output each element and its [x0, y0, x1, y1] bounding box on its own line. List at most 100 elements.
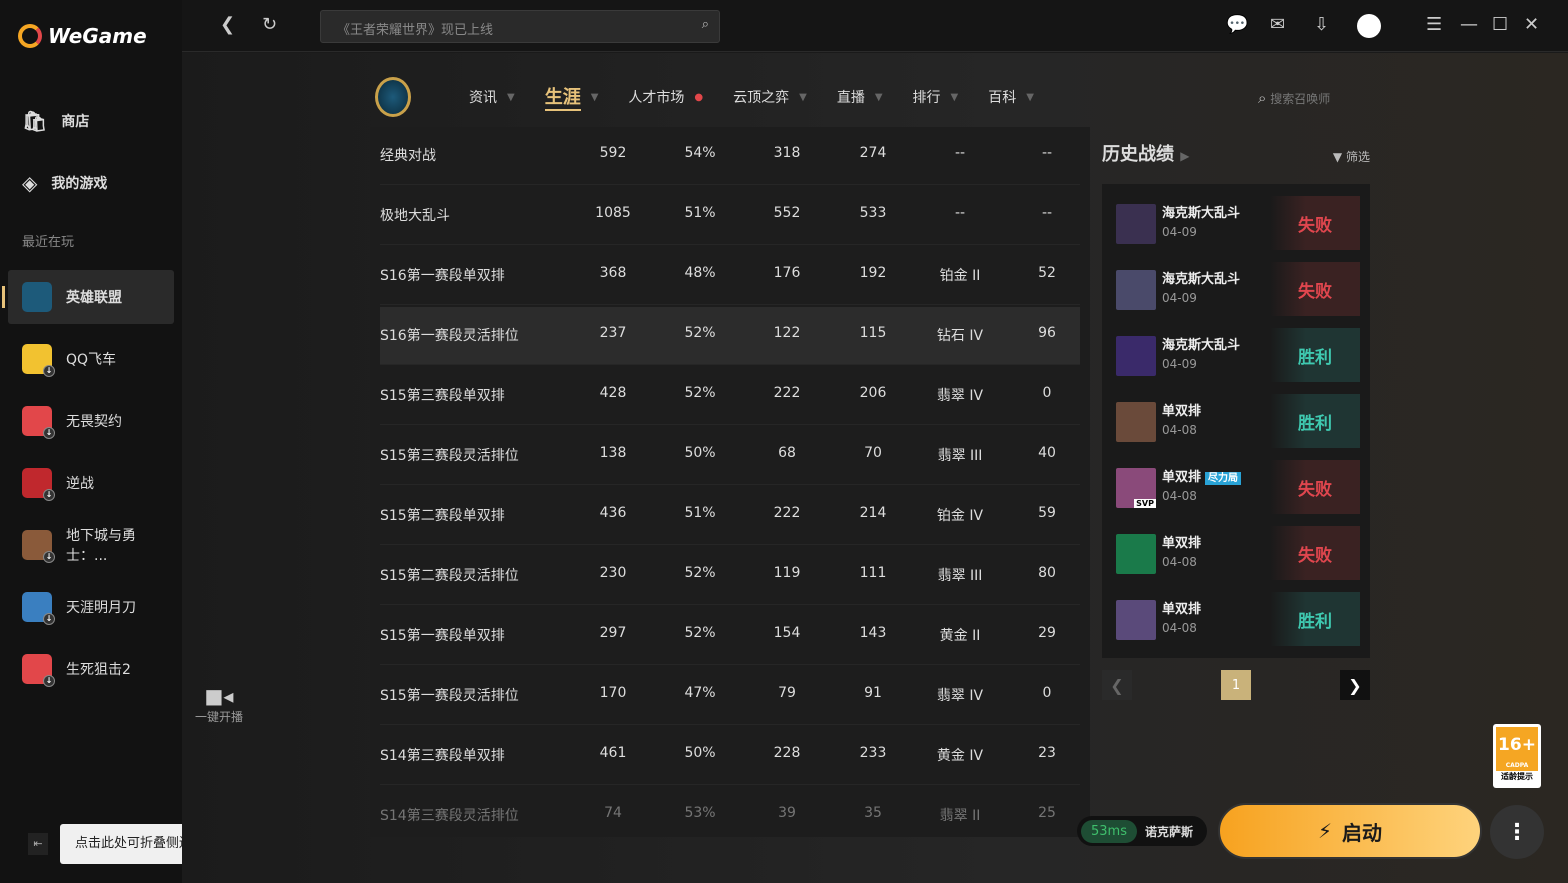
notification-dot: ● — [694, 91, 704, 103]
lol-logo[interactable] — [375, 77, 411, 117]
table-row[interactable]: S15第二赛段单双排 436 51% 222 214 铂金 IV 59 — [380, 487, 1080, 545]
nav-tab[interactable]: 直播 ▼ — [836, 90, 883, 106]
prev-page-button[interactable]: ❮ — [1102, 670, 1132, 700]
table-cell: -- — [1041, 145, 1053, 161]
lol-nav: 资讯 ▼ 生涯 ▼ 人才市场 ● 云顶之弈 ▼ 直播 ▼ 排行 ▼ 百科 ▼ — [375, 74, 1064, 120]
game-icon: ↓ — [22, 406, 55, 439]
sidebar-game-item[interactable]: ↓ QQ飞车 — [8, 332, 174, 386]
back-icon[interactable]: ❮ — [220, 14, 236, 35]
summoner-search[interactable]: ⌕ 搜索召唤师 — [1258, 89, 1331, 107]
more-options-button[interactable]: ⋮ — [1490, 805, 1544, 859]
maximize-icon[interactable]: ☐ — [1492, 14, 1509, 35]
caret-down-icon: ▼ — [950, 91, 959, 103]
game-icon: ↓ — [22, 654, 55, 687]
champion-avatar: SVP — [1116, 468, 1156, 508]
match-item[interactable]: 单双排 04-08 失败 — [1116, 526, 1360, 580]
table-cell: 39 — [778, 805, 796, 821]
menu-icon[interactable]: ☰ — [1426, 14, 1443, 35]
minimize-icon[interactable]: — — [1460, 14, 1478, 35]
match-item[interactable]: 单双排 04-08 胜利 — [1116, 394, 1360, 448]
user-avatar[interactable] — [1357, 14, 1381, 38]
sidebar-game-item[interactable]: ↓ 生死狙击2 — [8, 642, 174, 696]
sidebar-game-item[interactable]: ↓ 逆战 — [8, 456, 174, 510]
table-cell: 122 — [773, 325, 801, 341]
caret-down-icon: ▼ — [590, 91, 599, 103]
table-cell: 翡翠 III — [937, 448, 983, 464]
sidebar-game-item[interactable]: ↓ 无畏契约 — [8, 394, 174, 448]
one-click-stream-button[interactable]: ■◂ 一键开播 — [192, 684, 246, 725]
shop-bag-icon: 🛍 — [22, 109, 48, 133]
nav-tab[interactable]: 云顶之弈 ▼ — [733, 90, 807, 106]
table-cell: 0 — [1042, 385, 1052, 401]
match-list: 海克斯大乱斗 04-09 失败 海克斯大乱斗 04-09 失败 海克斯大乱斗 0… — [1102, 184, 1370, 658]
server-select[interactable]: 53ms 诺克萨斯 — [1077, 816, 1207, 846]
match-item[interactable]: 海克斯大乱斗 04-09 失败 — [1116, 262, 1360, 316]
table-cell: 233 — [859, 745, 887, 761]
nav-tab[interactable]: 人才市场 ● — [628, 90, 704, 106]
close-icon[interactable]: ✕ — [1524, 14, 1540, 35]
table-row[interactable]: S15第一赛段灵活排位 170 47% 79 91 翡翠 IV 0 — [380, 667, 1080, 725]
table-cell: 50% — [684, 745, 716, 761]
table-row[interactable]: S15第三赛段灵活排位 138 50% 68 70 翡翠 III 40 — [380, 427, 1080, 485]
table-cell: 154 — [773, 625, 801, 641]
nav-tab[interactable]: 资讯 ▼ — [469, 90, 515, 106]
table-cell: S15第三赛段单双排 — [380, 388, 505, 404]
table-row[interactable]: S15第三赛段单双排 428 52% 222 206 翡翠 IV 0 — [380, 367, 1080, 425]
match-result: 胜利 — [1270, 328, 1360, 382]
table-row[interactable]: S16第一赛段单双排 368 48% 176 192 铂金 II 52 — [380, 247, 1080, 305]
table-cell: 翡翠 III — [937, 568, 983, 584]
sidebar-game-item[interactable]: ↓ 天涯明月刀 — [8, 580, 174, 634]
table-cell: 0 — [1042, 685, 1052, 701]
age-rating-badge[interactable]: 16+ CADPA 适龄提示 — [1493, 724, 1541, 788]
table-cell: S15第一赛段单双排 — [380, 628, 505, 644]
table-cell: 297 — [599, 625, 627, 641]
table-row[interactable]: S16第一赛段灵活排位 237 52% 122 115 钻石 IV 96 — [380, 307, 1080, 365]
table-cell: 黄金 IV — [936, 748, 984, 764]
table-cell: 74 — [604, 805, 622, 821]
table-cell: S14第三赛段灵活排位 — [380, 808, 519, 824]
global-search-input[interactable]: 《王者荣耀世界》现已上线 ⌕ — [320, 10, 720, 43]
table-row[interactable]: S15第二赛段灵活排位 230 52% 119 111 翡翠 III 80 — [380, 547, 1080, 605]
table-cell: 222 — [773, 385, 801, 401]
sidebar-game-item[interactable]: ↓ 地下城与勇士：... — [8, 518, 174, 572]
refresh-icon[interactable]: ↻ — [262, 14, 278, 35]
recent-label: 最近在玩 — [22, 235, 75, 250]
sidebar-item-my-games[interactable]: ◈ 我的游戏 — [22, 171, 108, 195]
game-icon — [22, 282, 52, 312]
filter-button[interactable]: ▼ 筛选 — [1332, 150, 1370, 164]
game-icon: ↓ — [22, 592, 55, 625]
mail-icon[interactable]: ✉ — [1270, 14, 1286, 35]
nav-tab[interactable]: 排行 ▼ — [912, 90, 959, 106]
page-1-button[interactable]: 1 — [1221, 670, 1251, 700]
sidebar: WeGame 🛍 商店 ◈ 我的游戏 最近在玩 英雄联盟 ↓ QQ飞车 ↓ 无畏契约 ↓ 逆战 ↓… — [0, 0, 220, 883]
match-item[interactable]: 单双排 04-08 胜利 — [1116, 592, 1360, 646]
table-cell: 钻石 IV — [936, 328, 984, 344]
game-icon: ↓ — [22, 468, 55, 501]
match-history: 历史战绩 ▶ ▼ 筛选 海克斯大乱斗 04-09 失败 海克斯大乱斗 04-09… — [1102, 140, 1370, 658]
nav-tab[interactable]: 百科 ▼ — [988, 90, 1034, 106]
chat-icon[interactable]: 💬 — [1226, 14, 1249, 35]
table-row[interactable]: S14第三赛段单双排 461 50% 228 233 黄金 IV 23 — [380, 727, 1080, 785]
table-cell: 96 — [1038, 325, 1056, 341]
collapse-sidebar-button[interactable]: ⇤ — [28, 833, 48, 855]
match-item[interactable]: SVP 单双排 尽力局 04-08 失败 — [1116, 460, 1360, 514]
table-row[interactable]: S14第三赛段灵活排位 74 53% 39 35 翡翠 II 25 — [380, 787, 1080, 837]
sidebar-game-item[interactable]: 英雄联盟 — [2, 270, 174, 324]
launch-button[interactable]: ⚡ 启动 — [1218, 803, 1482, 859]
table-cell: S15第二赛段灵活排位 — [380, 568, 519, 584]
table-row[interactable]: 极地大乱斗 1085 51% 552 533 -- -- — [380, 187, 1080, 245]
table-row[interactable]: 经典对战 592 54% 318 274 -- -- — [380, 127, 1080, 185]
download-icon[interactable]: ⇩ — [1314, 14, 1330, 35]
wegame-logo[interactable]: WeGame — [18, 24, 147, 48]
champion-avatar — [1116, 534, 1156, 574]
nav-tab[interactable]: 生涯 ▼ — [544, 83, 599, 111]
table-cell: 138 — [599, 445, 627, 461]
search-icon[interactable]: ⌕ — [701, 17, 709, 32]
table-row[interactable]: S15第一赛段单双排 297 52% 154 143 黄金 II 29 — [380, 607, 1080, 665]
next-page-button[interactable]: ❯ — [1340, 670, 1370, 700]
history-title[interactable]: 历史战绩 ▶ — [1102, 144, 1190, 165]
match-item[interactable]: 海克斯大乱斗 04-09 失败 — [1116, 196, 1360, 250]
game-icon: ↓ — [22, 530, 55, 563]
sidebar-item-shop[interactable]: 🛍 商店 — [22, 109, 90, 133]
match-item[interactable]: 海克斯大乱斗 04-09 胜利 — [1116, 328, 1360, 382]
